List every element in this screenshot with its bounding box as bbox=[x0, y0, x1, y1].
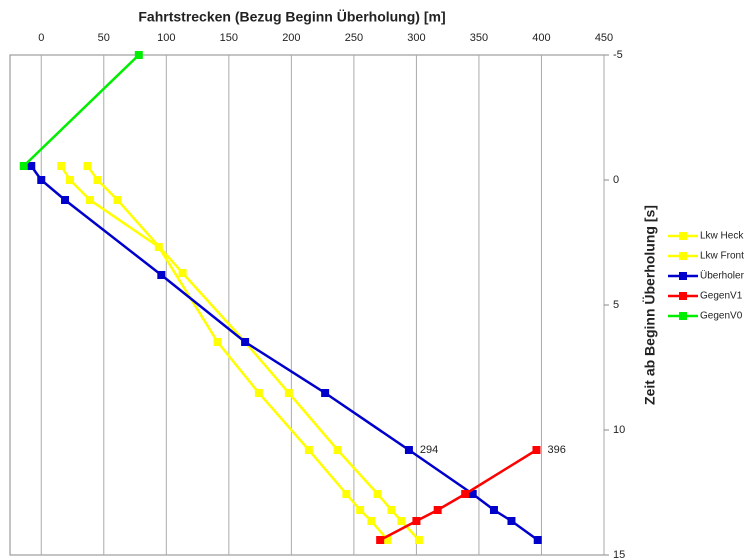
y-tick-label: 15 bbox=[613, 549, 625, 558]
point bbox=[37, 176, 45, 184]
legend-marker bbox=[679, 272, 687, 280]
legend-marker bbox=[679, 232, 687, 240]
point bbox=[285, 389, 293, 397]
point bbox=[61, 196, 69, 204]
series-line bbox=[31, 166, 537, 540]
x-tick-label: 50 bbox=[98, 32, 110, 44]
point bbox=[20, 162, 28, 170]
x-tick-label: 350 bbox=[470, 32, 488, 44]
point bbox=[321, 389, 329, 397]
y-tick-label: 10 bbox=[613, 424, 625, 436]
chart: Fahrtstrecken (Bezug Beginn Überholung) … bbox=[0, 0, 749, 558]
x-tick-label: 450 bbox=[595, 32, 613, 44]
point bbox=[412, 517, 420, 525]
x-tick-label: 150 bbox=[220, 32, 238, 44]
point bbox=[86, 196, 94, 204]
point bbox=[114, 196, 122, 204]
point bbox=[84, 162, 92, 170]
annotation: 294 bbox=[420, 444, 438, 456]
point bbox=[57, 162, 65, 170]
y-tick-label: -5 bbox=[613, 49, 623, 61]
point bbox=[356, 506, 364, 514]
y-tick-label: 0 bbox=[613, 174, 619, 186]
point bbox=[397, 517, 405, 525]
point bbox=[367, 517, 375, 525]
point bbox=[157, 271, 165, 279]
point bbox=[532, 446, 540, 454]
series-line bbox=[380, 450, 536, 540]
point bbox=[342, 490, 350, 498]
legend-label: GegenV0 bbox=[700, 311, 743, 322]
y-tick-label: 5 bbox=[613, 299, 619, 311]
point bbox=[387, 506, 395, 514]
chart-title: Fahrtstrecken (Bezug Beginn Überholung) … bbox=[138, 9, 445, 25]
point bbox=[534, 536, 542, 544]
point bbox=[179, 269, 187, 277]
legend-label: Lkw Front bbox=[700, 251, 744, 262]
point bbox=[255, 389, 263, 397]
point bbox=[376, 536, 384, 544]
x-tick-label: 0 bbox=[38, 32, 44, 44]
point bbox=[434, 506, 442, 514]
point bbox=[135, 51, 143, 59]
point bbox=[214, 338, 222, 346]
point bbox=[305, 446, 313, 454]
point bbox=[241, 338, 249, 346]
legend-label: GegenV1 bbox=[700, 291, 743, 302]
x-tick-label: 100 bbox=[157, 32, 175, 44]
legend-marker bbox=[679, 292, 687, 300]
annotation: 396 bbox=[547, 444, 565, 456]
point bbox=[507, 517, 515, 525]
y-axis-title: Zeit ab Beginn Überholung [s] bbox=[642, 205, 658, 405]
x-tick-label: 300 bbox=[407, 32, 425, 44]
legend-label: Überholer bbox=[700, 270, 745, 282]
legend-label: Lkw Heck bbox=[700, 231, 744, 242]
series-line bbox=[88, 166, 419, 540]
point bbox=[374, 490, 382, 498]
x-tick-label: 200 bbox=[282, 32, 300, 44]
point bbox=[415, 536, 423, 544]
point bbox=[490, 506, 498, 514]
x-tick-label: 250 bbox=[345, 32, 363, 44]
point bbox=[66, 176, 74, 184]
point bbox=[461, 490, 469, 498]
series-line bbox=[61, 166, 387, 540]
plot-frame bbox=[10, 55, 604, 555]
x-tick-label: 400 bbox=[532, 32, 550, 44]
point bbox=[94, 176, 102, 184]
legend-marker bbox=[679, 252, 687, 260]
point bbox=[334, 446, 342, 454]
point bbox=[405, 446, 413, 454]
point bbox=[27, 162, 35, 170]
legend-marker bbox=[679, 312, 687, 320]
